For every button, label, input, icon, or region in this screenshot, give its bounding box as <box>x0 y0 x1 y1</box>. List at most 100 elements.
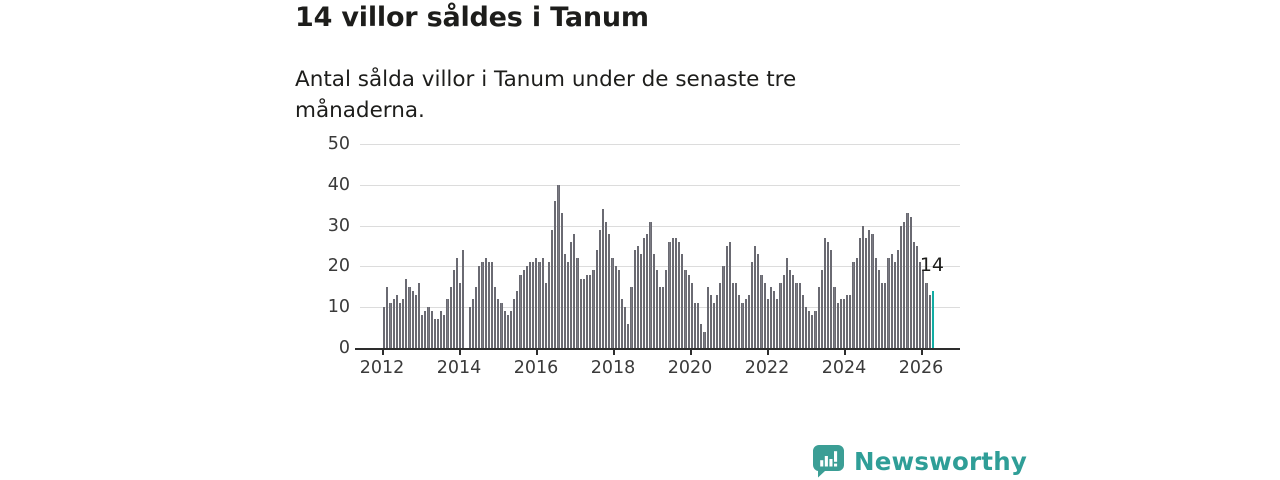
bar <box>398 303 402 348</box>
bar <box>436 319 440 348</box>
bar <box>709 294 712 348</box>
bar <box>620 299 624 348</box>
bar <box>912 241 915 348</box>
bar <box>424 311 427 348</box>
bar <box>560 213 563 348</box>
y-tick-label: 50 <box>327 134 350 154</box>
bar <box>389 303 392 348</box>
bar <box>636 246 639 348</box>
y-tick-label: 0 <box>338 338 350 358</box>
bar <box>490 262 494 348</box>
bar <box>402 299 405 348</box>
bar <box>811 315 814 348</box>
bar <box>823 237 827 348</box>
bar <box>804 307 808 348</box>
bar <box>383 307 386 348</box>
bar <box>598 229 601 348</box>
bar <box>573 233 576 348</box>
bar <box>538 262 541 348</box>
x-axis-tick <box>844 348 846 355</box>
bar <box>858 237 861 348</box>
bar <box>643 237 646 348</box>
bar <box>738 294 741 348</box>
bar <box>576 258 579 348</box>
bar <box>697 303 700 348</box>
bar <box>595 250 598 348</box>
bar <box>760 274 763 348</box>
bar <box>487 262 490 348</box>
bar <box>481 262 484 348</box>
bar <box>716 294 719 348</box>
bar <box>833 286 836 348</box>
bar <box>497 299 500 348</box>
bar <box>655 270 658 348</box>
bar <box>462 250 465 348</box>
bar <box>570 241 573 348</box>
bar <box>817 286 820 348</box>
bar <box>503 311 506 348</box>
bar <box>605 221 608 348</box>
bar <box>741 303 744 348</box>
bar <box>519 274 522 348</box>
bar <box>617 270 620 348</box>
bar <box>928 294 931 348</box>
bar <box>712 303 716 348</box>
bar <box>830 250 833 348</box>
newsworthy-branding[interactable]: Newsworthy <box>812 444 1027 478</box>
x-axis-tick <box>382 348 384 355</box>
y-tick-label: 10 <box>327 297 350 318</box>
bar <box>671 237 674 348</box>
bar <box>903 221 906 348</box>
bar <box>433 319 436 348</box>
x-axis-tick <box>690 348 692 355</box>
bar <box>557 184 560 348</box>
bar <box>915 246 919 348</box>
x-tick-label: 2026 <box>898 358 944 378</box>
bar <box>639 254 643 348</box>
bar <box>922 270 925 348</box>
bar <box>693 303 697 348</box>
bar <box>836 303 839 348</box>
bar <box>747 294 750 348</box>
bar <box>706 286 709 348</box>
bar <box>766 299 769 348</box>
x-axis-line <box>355 348 960 350</box>
bar <box>405 278 408 348</box>
bar <box>906 213 909 348</box>
bar <box>592 270 595 348</box>
bar <box>427 307 430 348</box>
bar <box>582 278 585 348</box>
x-tick-label: 2016 <box>513 358 559 378</box>
bar <box>411 290 414 348</box>
bar <box>801 294 804 348</box>
bar <box>668 241 671 348</box>
bar <box>408 286 411 348</box>
x-tick-label: 2020 <box>667 358 713 378</box>
bar <box>627 323 630 348</box>
x-tick-label: 2012 <box>359 358 405 378</box>
bar <box>919 262 922 348</box>
bar <box>722 266 725 348</box>
gridline <box>360 266 960 268</box>
bar <box>554 201 557 348</box>
bar <box>893 262 896 348</box>
bar <box>677 241 681 348</box>
bar <box>652 254 655 348</box>
bar <box>468 307 471 348</box>
bar <box>871 233 874 348</box>
newsworthy-logo-icon <box>813 445 844 478</box>
bar <box>868 229 871 348</box>
bar <box>865 237 868 348</box>
y-tick-label: 40 <box>327 174 350 195</box>
bar <box>674 237 677 348</box>
bar <box>446 299 449 348</box>
bar <box>509 311 513 348</box>
bar <box>478 266 481 348</box>
bar <box>471 299 474 348</box>
bar <box>563 254 566 348</box>
bar <box>842 299 846 348</box>
bar <box>814 311 817 348</box>
x-axis-tick <box>459 348 461 355</box>
bar <box>516 290 519 348</box>
bar <box>440 311 443 348</box>
